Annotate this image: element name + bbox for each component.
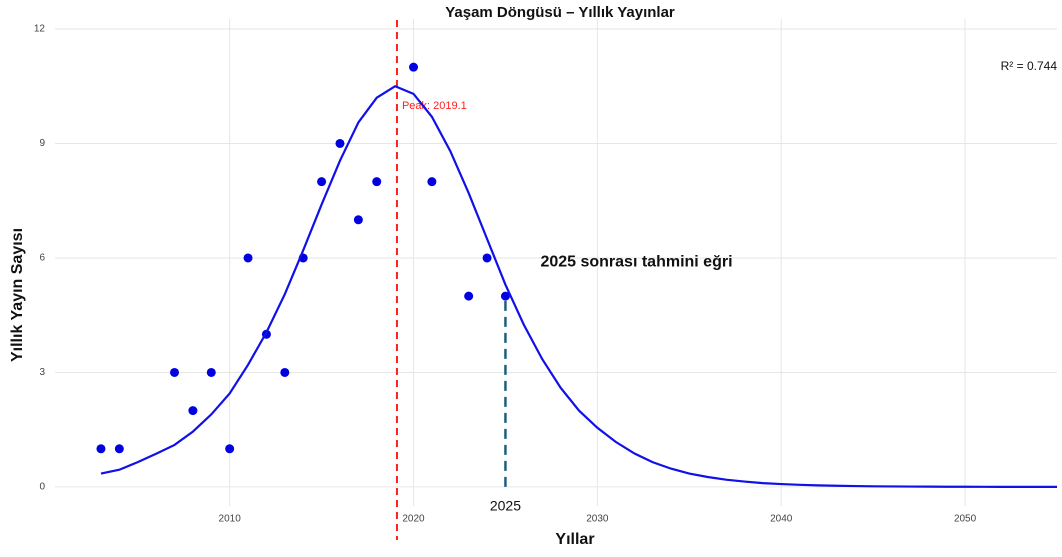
- point: [500, 291, 510, 301]
- x-tick-label: 2020: [402, 514, 425, 525]
- point: [170, 367, 180, 377]
- y-tick-label: 0: [39, 482, 45, 493]
- y-axis-label: Yıllık Yayın Sayısı: [9, 228, 26, 362]
- x-axis-label: Yıllar: [555, 531, 594, 548]
- point: [96, 444, 106, 454]
- point: [243, 253, 253, 263]
- x-tick-label: 2010: [219, 514, 242, 525]
- peak-label: Peak: 2019.1: [402, 100, 467, 112]
- y-tick-label: 9: [39, 138, 45, 149]
- point: [353, 215, 363, 225]
- point: [206, 367, 216, 377]
- forecast-year: 2025: [490, 498, 521, 514]
- point: [225, 444, 235, 454]
- point: [464, 291, 474, 301]
- x-tick-label: 2040: [770, 514, 793, 525]
- point: [372, 177, 382, 187]
- point: [188, 406, 198, 416]
- point: [482, 253, 492, 263]
- chart-title: Yaşam Döngüsü – Yıllık Yayınlar: [445, 4, 675, 21]
- point: [317, 177, 327, 187]
- point: [335, 138, 345, 148]
- y-tick-label: 6: [39, 253, 45, 264]
- r2-label: R² = 0.744: [1001, 59, 1058, 73]
- point: [427, 177, 437, 187]
- point: [409, 62, 419, 72]
- fit-curve: [100, 85, 1057, 488]
- forecast-note: 2025 sonrası tahmini eğri: [540, 253, 732, 270]
- y-tick-label: 12: [34, 24, 46, 35]
- x-tick-label: 2030: [586, 514, 609, 525]
- x-tick-label: 2050: [954, 514, 977, 525]
- point: [280, 367, 290, 377]
- point: [114, 444, 124, 454]
- y-tick-label: 3: [39, 367, 45, 378]
